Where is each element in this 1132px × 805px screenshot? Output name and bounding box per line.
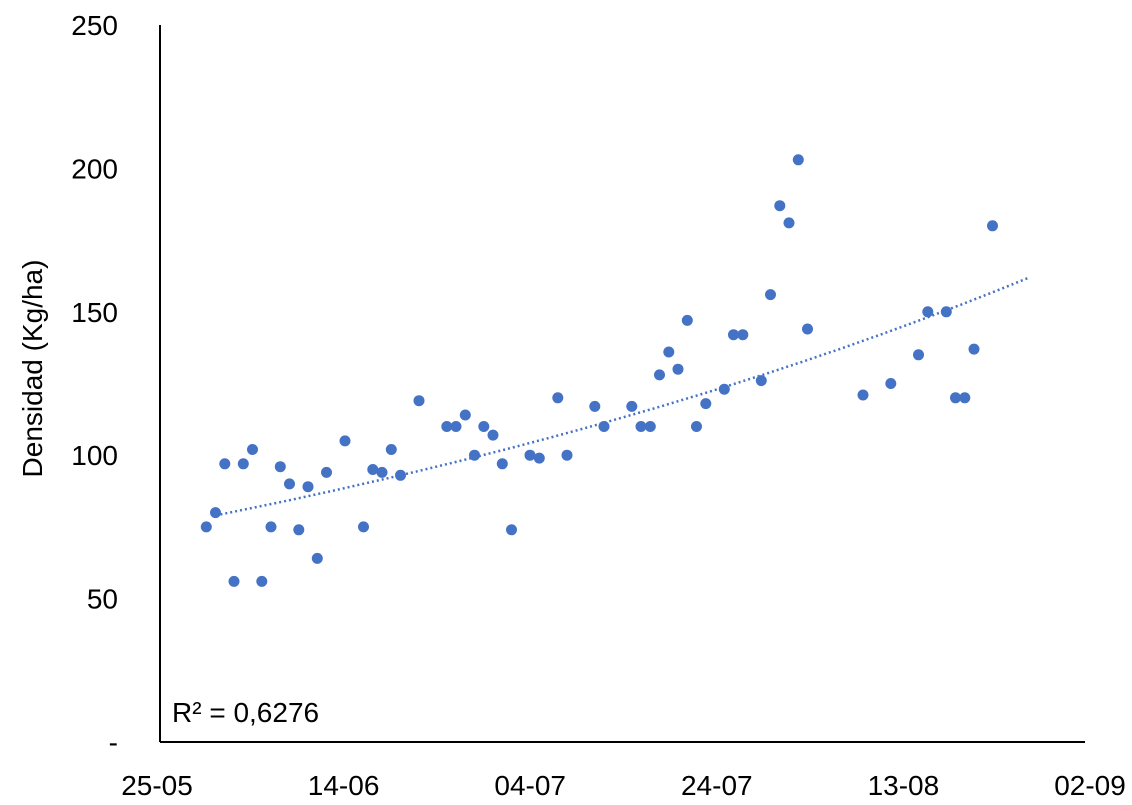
data-point bbox=[857, 389, 869, 401]
data-point bbox=[302, 481, 314, 493]
x-tick-label: 24-07 bbox=[681, 770, 753, 801]
data-point bbox=[737, 329, 749, 341]
data-point bbox=[487, 429, 499, 441]
y-tick-label: 150 bbox=[71, 297, 118, 328]
data-point bbox=[524, 449, 536, 461]
data-point bbox=[450, 421, 462, 432]
data-point bbox=[533, 452, 545, 464]
data-point bbox=[256, 575, 268, 587]
trendline bbox=[215, 276, 1030, 517]
data-points bbox=[200, 154, 998, 587]
data-point bbox=[802, 323, 813, 335]
data-point bbox=[663, 346, 675, 358]
data-point bbox=[311, 552, 323, 564]
data-point bbox=[700, 398, 712, 410]
data-point bbox=[691, 421, 702, 432]
data-point bbox=[478, 421, 490, 432]
data-point bbox=[913, 349, 924, 361]
data-point bbox=[561, 449, 573, 461]
data-point bbox=[552, 392, 564, 404]
data-point bbox=[885, 378, 897, 389]
data-point bbox=[783, 217, 795, 229]
data-point bbox=[293, 524, 305, 536]
data-point bbox=[987, 220, 998, 232]
data-point bbox=[459, 409, 471, 421]
y-tick-label: 50 bbox=[87, 584, 118, 615]
data-point bbox=[950, 392, 961, 404]
data-point bbox=[321, 466, 332, 478]
y-tick-label: 200 bbox=[71, 153, 118, 184]
data-point bbox=[413, 395, 425, 407]
x-axis-ticks: 25-05 14-06 04-07 24-07 13-08 02-09 bbox=[121, 770, 1126, 801]
x-tick-label: 13-08 bbox=[868, 770, 940, 801]
data-point bbox=[496, 458, 508, 470]
data-point bbox=[959, 392, 971, 404]
y-axis-ticks: - 50 100 150 200 250 bbox=[71, 10, 118, 758]
data-point bbox=[385, 444, 397, 455]
data-point bbox=[339, 435, 351, 447]
data-point bbox=[274, 461, 286, 473]
data-point bbox=[635, 421, 647, 432]
data-point bbox=[598, 421, 610, 432]
data-point bbox=[210, 507, 221, 519]
data-point bbox=[940, 306, 952, 318]
data-point bbox=[395, 469, 406, 481]
y-tick-label: 250 bbox=[71, 10, 118, 41]
data-point bbox=[589, 400, 601, 412]
data-point bbox=[626, 400, 638, 412]
data-point bbox=[265, 521, 277, 533]
data-point bbox=[968, 343, 980, 355]
data-point bbox=[219, 458, 231, 470]
data-point bbox=[228, 575, 240, 587]
data-point bbox=[441, 421, 453, 432]
r-squared-label: R² = 0,6276 bbox=[172, 697, 319, 728]
data-point bbox=[718, 383, 730, 395]
data-point bbox=[237, 458, 249, 470]
data-point bbox=[922, 306, 934, 318]
data-point bbox=[469, 449, 480, 461]
data-point bbox=[728, 329, 739, 341]
data-point bbox=[284, 478, 295, 490]
data-point bbox=[506, 524, 517, 536]
data-point bbox=[376, 466, 388, 478]
data-point bbox=[755, 375, 767, 387]
data-point bbox=[672, 363, 684, 375]
y-axis-label: Densidad (Kg/ha) bbox=[17, 260, 48, 478]
x-tick-label: 14-06 bbox=[308, 770, 380, 801]
data-point bbox=[681, 314, 693, 326]
data-point bbox=[358, 521, 369, 533]
y-tick-label: - bbox=[109, 727, 118, 758]
y-tick-label: 100 bbox=[71, 440, 118, 471]
data-point bbox=[774, 200, 786, 212]
x-tick-label: 02-09 bbox=[1054, 770, 1126, 801]
data-point bbox=[644, 421, 656, 432]
data-point bbox=[654, 369, 665, 381]
data-point bbox=[247, 444, 258, 455]
x-tick-label: 25-05 bbox=[121, 770, 193, 801]
data-point bbox=[765, 289, 776, 301]
data-point bbox=[367, 464, 379, 475]
x-tick-label: 04-07 bbox=[494, 770, 566, 801]
data-point bbox=[200, 521, 212, 533]
data-point bbox=[792, 154, 804, 166]
